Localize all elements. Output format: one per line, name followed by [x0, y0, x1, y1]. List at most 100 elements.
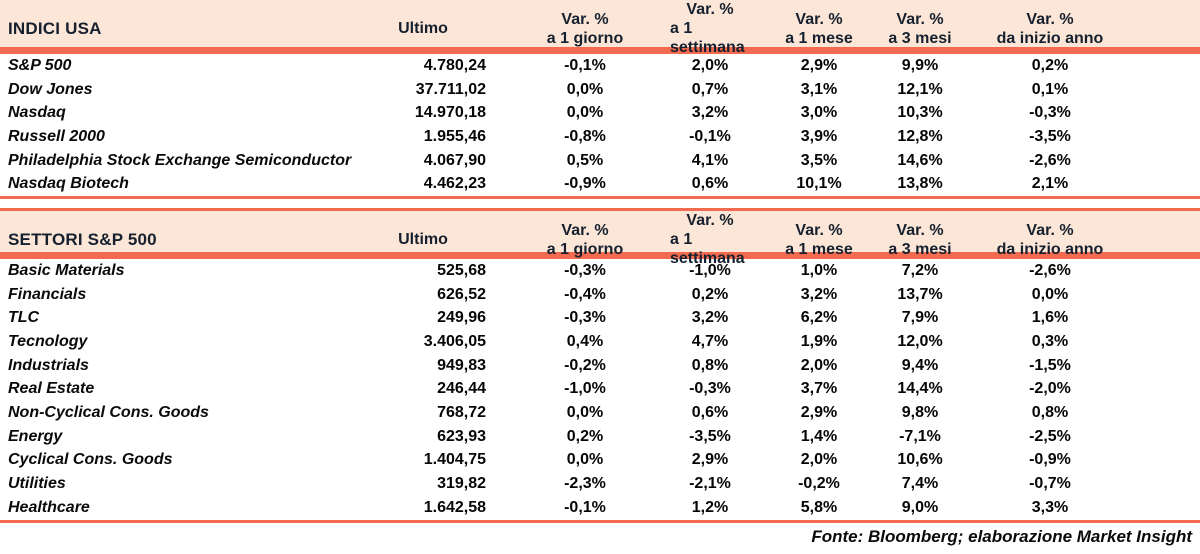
table-row: TLC 249,96 -0,3% 3,2% 6,2% 7,9% 1,6%	[0, 307, 1200, 331]
row-value: 2,9%	[800, 56, 838, 74]
table-row: Russell 2000 1.955,46 -0,8% -0,1% 3,9% 12,8% -…	[0, 125, 1200, 149]
row-value: -0,7%	[1029, 475, 1071, 493]
row-value: 623,93	[437, 427, 486, 445]
row-value: 1,6%	[1031, 309, 1069, 327]
table-row: Financials 626,52 -0,4% 0,2% 3,2% 13,7% 0,0%	[0, 283, 1200, 307]
row-value: 246,44	[437, 380, 486, 398]
row-label: Nasdaq	[8, 104, 66, 122]
row-value: -0,3%	[1029, 104, 1071, 122]
row-value: 768,72	[437, 404, 486, 422]
row-value: 14.970,18	[414, 104, 486, 122]
row-value: 0,2%	[566, 427, 604, 445]
row-value: 5,8%	[800, 498, 838, 516]
row-value: 3,3%	[1031, 498, 1069, 516]
row-value: -0,3%	[564, 261, 606, 279]
row-value: 2,1%	[1031, 175, 1069, 193]
row-value: -2,6%	[1029, 151, 1071, 169]
header-divider-double-rule	[0, 47, 1200, 54]
row-value: 3,9%	[800, 127, 838, 145]
table-row: Dow Jones 37.711,02 0,0% 0,7% 3,1% 12,1% 0,1%	[0, 78, 1200, 102]
row-value: 0,0%	[566, 104, 604, 122]
row-label: S&P 500	[8, 56, 72, 74]
row-label: Industrials	[8, 356, 89, 374]
table-row: Real Estate 246,44 -1,0% -0,3% 3,7% 14,4% -2,0…	[0, 378, 1200, 402]
table-row: Cyclical Cons. Goods 1.404,75 0,0% 2,9% 2,0%…	[0, 449, 1200, 473]
row-value: 0,4%	[566, 333, 604, 351]
row-label: Financials	[8, 285, 87, 303]
col-header-var-3-mesi: Var. % a 3 mesi	[888, 211, 992, 268]
row-value: 1,4%	[800, 427, 838, 445]
row-value: -0,4%	[564, 285, 606, 303]
row-label: Dow Jones	[8, 80, 93, 98]
row-value: 0,0%	[566, 80, 604, 98]
row-value: -0,9%	[564, 175, 606, 193]
col-header-var-1-giorno: Var. % a 1 giorno	[500, 0, 670, 57]
row-value: 37.711,02	[415, 80, 486, 98]
row-value: -0,2%	[564, 356, 606, 374]
table-row: Non-Cyclical Cons. Goods 768,72 0,0% 0,6% 2,…	[0, 401, 1200, 425]
col-header-var-inizio-anno: Var. % da inizio anno	[992, 0, 1200, 57]
table-header: INDICI USA Ultimo Var. % a 1 giorno Var.…	[0, 0, 1200, 56]
row-label: Basic Materials	[8, 261, 125, 279]
row-value: 9,0%	[901, 498, 939, 516]
row-value: -2,3%	[564, 475, 606, 493]
row-label: Tecnology	[8, 333, 88, 351]
table-top-rule	[0, 208, 1200, 212]
var-sublabel: da inizio anno	[996, 29, 1104, 47]
row-value: 4,7%	[691, 333, 729, 351]
row-value: 3,5%	[800, 151, 838, 169]
row-label: Non-Cyclical Cons. Goods	[8, 404, 209, 422]
var-label: Var. %	[686, 1, 734, 18]
var-sublabel: a 1 settimana	[670, 231, 745, 268]
row-value: 1.642,58	[423, 498, 486, 516]
row-value: 12,0%	[897, 333, 943, 351]
row-value: 0,8%	[691, 356, 729, 374]
row-value: 12,1%	[897, 80, 943, 98]
row-value: 0,1%	[1031, 80, 1069, 98]
row-value: -0,2%	[798, 475, 840, 493]
row-value: 2,0%	[800, 451, 838, 469]
row-value: 1,9%	[800, 333, 838, 351]
row-value: 3,2%	[691, 309, 729, 327]
col-header-var-1-mese: Var. % a 1 mese	[780, 0, 888, 57]
row-value: -1,0%	[689, 261, 731, 279]
row-value: 0,6%	[691, 404, 729, 422]
col-header-var-inizio-anno: Var. % da inizio anno	[992, 211, 1200, 268]
row-value: 249,96	[437, 309, 486, 327]
row-value: 7,2%	[901, 261, 939, 279]
row-value: -2,6%	[1029, 261, 1071, 279]
var-label: Var. %	[795, 221, 843, 239]
table-row: Nasdaq 14.970,18 0,0% 3,2% 3,0% 10,3% -0,3%	[0, 101, 1200, 125]
row-value: 0,0%	[1031, 285, 1069, 303]
row-value: 9,9%	[901, 56, 939, 74]
col-header-var-1-settimana: Var. % a 1 settimana	[670, 0, 780, 57]
row-value: 2,0%	[691, 56, 729, 74]
row-value: 0,8%	[1031, 404, 1069, 422]
row-value: 7,9%	[901, 309, 939, 327]
table-row: Nasdaq Biotech 4.462,23 -0,9% 0,6% 10,1% 13,8…	[0, 172, 1200, 196]
row-value: 0,2%	[691, 285, 729, 303]
row-value: -0,9%	[1029, 451, 1071, 469]
row-value: 10,3%	[897, 104, 943, 122]
row-value: 3,1%	[800, 80, 838, 98]
var-label: Var. %	[896, 10, 944, 28]
source-text: Fonte: Bloomberg; elaborazione Market In…	[811, 527, 1192, 547]
var-label: Var. %	[795, 10, 843, 28]
row-value: 14,6%	[897, 151, 943, 169]
row-value: 1.404,75	[423, 451, 486, 469]
col-header-ultimo: Ultimo	[398, 230, 448, 248]
var-label: Var. %	[1026, 10, 1074, 28]
row-value: 10,6%	[897, 451, 943, 469]
table-bottom-rule	[0, 519, 1200, 523]
row-value: 7,4%	[901, 475, 939, 493]
row-value: -0,8%	[564, 127, 606, 145]
var-label: Var. %	[561, 10, 609, 28]
row-value: 9,4%	[901, 356, 939, 374]
var-sublabel: a 1 giorno	[546, 240, 624, 258]
table-header: SETTORI S&P 500 Ultimo Var. % a 1 giorno…	[0, 211, 1200, 267]
col-header-ultimo: Ultimo	[398, 19, 448, 37]
row-value: 3,7%	[800, 380, 838, 398]
col-header-var-1-settimana: Var. % a 1 settimana	[670, 211, 780, 268]
row-value: 3,2%	[691, 104, 729, 122]
var-label: Var. %	[896, 221, 944, 239]
